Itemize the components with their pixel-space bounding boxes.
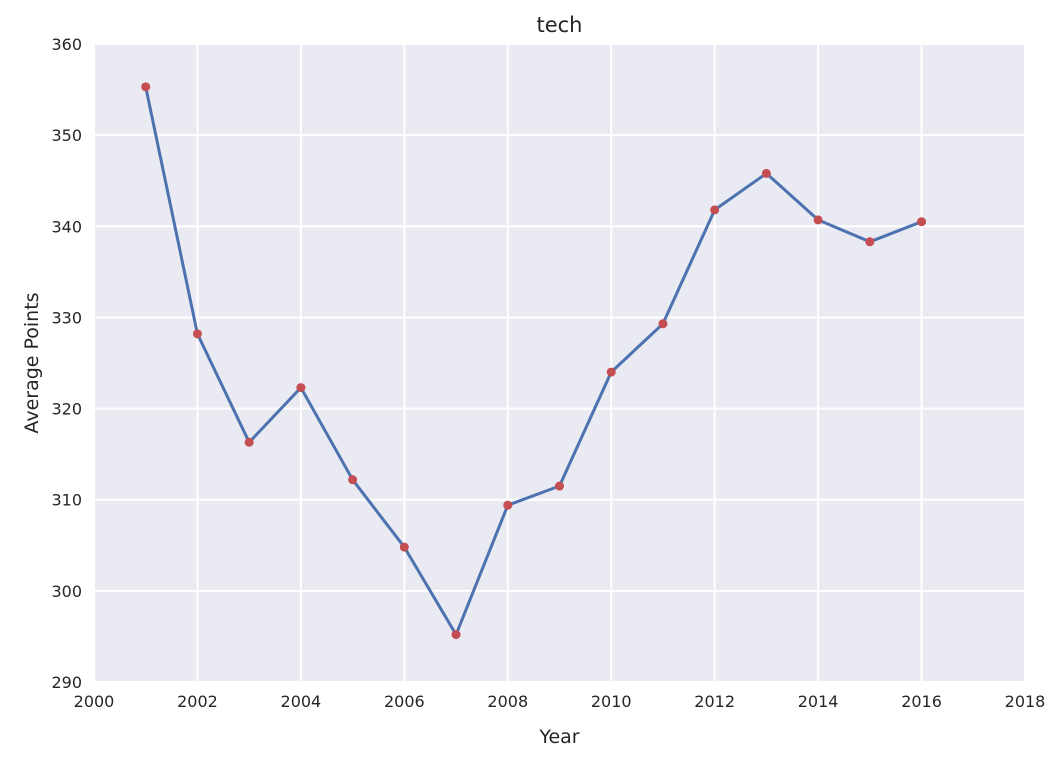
y-tick-label: 360 [51, 35, 82, 54]
data-point [192, 329, 202, 339]
data-point [244, 437, 254, 447]
x-tick-label: 2018 [1005, 692, 1046, 711]
x-tick-label: 2000 [74, 692, 115, 711]
series-line [144, 85, 924, 637]
data-point [761, 168, 771, 178]
x-tick-label: 2010 [591, 692, 632, 711]
y-tick-label: 350 [51, 126, 82, 145]
chart-title: tech [536, 13, 582, 37]
x-tick-labels: 2000 2002 2004 2006 2008 2010 2012 2014 2016 2018 [74, 692, 1046, 711]
x-tick-label: 2004 [281, 692, 322, 711]
x-tick-label: 2006 [384, 692, 425, 711]
data-point [141, 82, 151, 92]
y-tick-label: 320 [51, 400, 82, 419]
plot-area [94, 44, 1025, 682]
x-tick-label: 2002 [177, 692, 218, 711]
data-point [710, 205, 720, 215]
data-point [606, 367, 616, 377]
y-axis-label: Average Points [21, 292, 43, 433]
x-axis-label: Year [538, 726, 579, 748]
x-tick-label: 2014 [798, 692, 839, 711]
y-tick-labels: 290 300 310 320 330 340 350 360 [51, 35, 82, 692]
data-point [813, 215, 823, 225]
data-point [917, 217, 927, 227]
y-tick-label: 340 [51, 217, 82, 236]
series-layer [141, 82, 927, 640]
y-tick-label: 310 [51, 491, 82, 510]
grid-lines [93, 43, 1026, 683]
x-tick-label: 2012 [694, 692, 735, 711]
data-point [865, 237, 875, 247]
x-tick-label: 2008 [487, 692, 528, 711]
data-point [658, 319, 668, 329]
data-point [399, 542, 409, 552]
data-point [503, 500, 513, 510]
data-point [296, 383, 306, 393]
y-tick-label: 300 [51, 582, 82, 601]
data-point [348, 475, 358, 485]
y-tick-label: 330 [51, 308, 82, 327]
x-tick-label: 2016 [901, 692, 942, 711]
data-point [555, 481, 564, 491]
data-point [451, 630, 461, 640]
y-tick-label: 290 [51, 673, 82, 692]
